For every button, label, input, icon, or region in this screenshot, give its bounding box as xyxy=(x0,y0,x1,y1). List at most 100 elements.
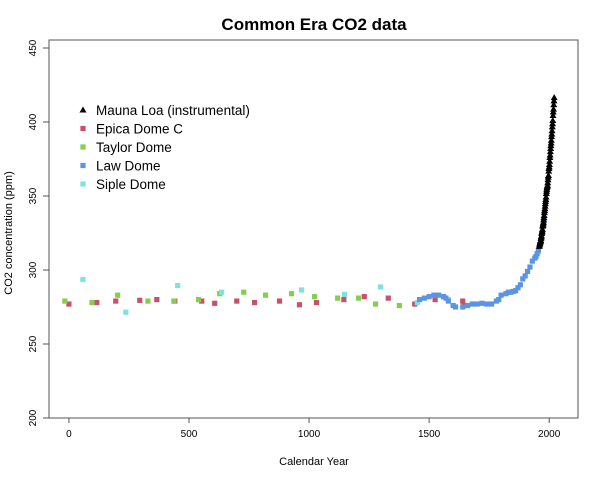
legend-label: Epica Dome C xyxy=(96,122,183,137)
legend-label: Siple Dome xyxy=(96,177,166,192)
data-point xyxy=(522,273,528,279)
data-point xyxy=(524,268,531,275)
y-tick-label: 300 xyxy=(28,261,39,278)
data-point xyxy=(542,193,550,200)
data-point xyxy=(80,277,86,283)
data-point xyxy=(113,298,119,304)
data-point xyxy=(546,151,554,158)
legend-label: Taylor Dome xyxy=(96,140,172,155)
legend-marker xyxy=(79,106,87,113)
data-point xyxy=(550,94,558,101)
y-tick-label: 250 xyxy=(28,335,39,352)
data-point xyxy=(512,288,519,294)
data-point xyxy=(219,289,225,295)
data-point xyxy=(538,225,546,232)
data-point xyxy=(529,258,535,264)
data-point xyxy=(443,295,449,301)
data-point xyxy=(534,251,540,257)
data-point xyxy=(377,284,383,290)
data-point xyxy=(432,297,438,303)
x-tick-label: 1000 xyxy=(298,429,321,440)
data-point xyxy=(549,120,557,127)
y-axis-label: CO2 concentration (ppm) xyxy=(3,171,15,295)
plot-frame xyxy=(48,39,579,419)
data-point xyxy=(479,300,485,306)
data-point xyxy=(474,301,480,307)
data-point xyxy=(498,292,504,298)
data-point xyxy=(445,298,451,304)
data-point xyxy=(175,282,181,289)
data-point xyxy=(426,294,432,300)
data-point xyxy=(299,287,305,293)
x-axis-label: Calendar Year xyxy=(279,456,349,468)
y-tick-label: 400 xyxy=(28,113,39,130)
data-point xyxy=(533,254,539,260)
data-point xyxy=(460,298,466,304)
data-point xyxy=(89,299,95,306)
data-point xyxy=(372,301,379,307)
x-tick-label: 500 xyxy=(181,429,198,440)
y-tick-label: 450 xyxy=(28,39,39,56)
legend-marker xyxy=(80,162,86,169)
data-point xyxy=(145,298,151,304)
data-point xyxy=(547,136,555,143)
data-point xyxy=(385,295,391,301)
chart-title: Common Era CO2 data xyxy=(221,15,407,34)
legend-label: Mauna Loa (instrumental) xyxy=(96,103,250,118)
data-point xyxy=(431,292,437,298)
data-point xyxy=(549,117,557,124)
data-point xyxy=(341,297,347,303)
series-mauna-loa-instrumental xyxy=(535,94,558,249)
data-point xyxy=(414,299,420,306)
data-point xyxy=(313,299,320,306)
data-point xyxy=(262,292,269,298)
data-point xyxy=(94,299,100,306)
data-point xyxy=(520,276,526,282)
data-point xyxy=(115,292,121,298)
data-point xyxy=(544,171,552,178)
data-point xyxy=(548,130,556,137)
data-point xyxy=(550,97,558,104)
data-point xyxy=(546,157,554,164)
data-point xyxy=(276,298,283,304)
data-point xyxy=(550,101,558,108)
data-point xyxy=(251,299,258,306)
data-point xyxy=(137,297,143,303)
x-tick-label: 2000 xyxy=(538,429,561,440)
data-point xyxy=(171,298,177,304)
data-point xyxy=(341,291,348,298)
data-point xyxy=(421,295,427,301)
legend-marker xyxy=(80,144,86,150)
y-tick-label: 200 xyxy=(28,409,39,426)
legend-label: Law Dome xyxy=(96,159,161,174)
data-point xyxy=(212,300,218,306)
data-point xyxy=(549,111,557,118)
data-point xyxy=(488,301,495,307)
data-point xyxy=(199,298,205,304)
series-law-dome xyxy=(416,218,547,310)
data-point xyxy=(535,248,541,254)
data-point xyxy=(484,301,490,307)
data-point xyxy=(288,291,295,297)
legend-marker xyxy=(80,125,86,132)
data-point xyxy=(62,298,68,304)
data-point xyxy=(436,292,442,298)
data-point xyxy=(460,304,466,310)
data-point xyxy=(296,302,303,308)
data-point xyxy=(545,160,553,167)
data-point xyxy=(548,123,556,130)
data-point xyxy=(412,301,418,307)
data-point xyxy=(496,297,502,303)
data-point xyxy=(469,301,475,307)
data-point xyxy=(241,289,247,295)
data-point xyxy=(396,302,402,309)
x-tick-label: 1500 xyxy=(418,429,441,440)
data-point xyxy=(527,264,533,270)
data-point xyxy=(416,297,423,303)
data-point xyxy=(66,301,72,307)
data-point xyxy=(361,294,367,300)
data-point xyxy=(355,295,362,301)
data-point xyxy=(517,282,523,288)
data-point xyxy=(311,294,318,300)
